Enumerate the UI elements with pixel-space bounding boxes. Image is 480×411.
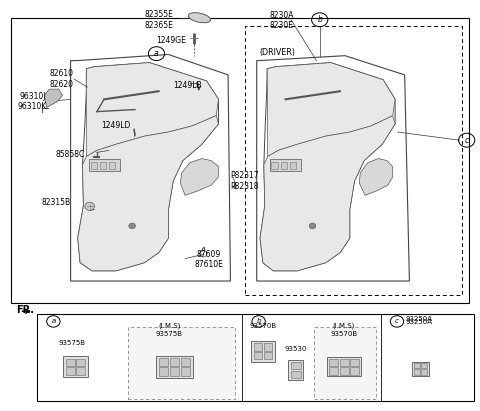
Text: 1249LD: 1249LD bbox=[101, 121, 131, 130]
Bar bbox=[264, 343, 272, 351]
Text: (I.M.S): (I.M.S) bbox=[333, 323, 355, 329]
Bar bbox=[350, 359, 359, 366]
Bar bbox=[339, 367, 348, 375]
Bar bbox=[281, 162, 287, 169]
Polygon shape bbox=[86, 62, 218, 157]
Bar bbox=[270, 159, 300, 171]
Bar bbox=[159, 358, 168, 366]
Bar bbox=[289, 162, 296, 169]
Bar bbox=[414, 369, 420, 374]
Text: 93570B: 93570B bbox=[249, 323, 276, 329]
Text: 82610
82620: 82610 82620 bbox=[49, 69, 73, 89]
Text: 96310J
96310K: 96310J 96310K bbox=[18, 92, 47, 111]
Bar bbox=[89, 159, 120, 171]
Bar bbox=[329, 359, 338, 366]
Bar bbox=[327, 357, 361, 376]
Bar bbox=[314, 327, 376, 399]
Bar bbox=[329, 367, 338, 375]
Text: 82315B: 82315B bbox=[42, 198, 71, 207]
Bar bbox=[272, 162, 278, 169]
Ellipse shape bbox=[188, 13, 211, 23]
Bar bbox=[66, 367, 75, 375]
Text: (DRIVER): (DRIVER) bbox=[259, 48, 295, 57]
Text: 93575B: 93575B bbox=[59, 340, 85, 346]
Bar bbox=[264, 352, 272, 359]
Polygon shape bbox=[44, 89, 62, 108]
Text: a: a bbox=[154, 49, 159, 58]
Text: 1249GE: 1249GE bbox=[156, 36, 186, 45]
Text: 93570B: 93570B bbox=[330, 331, 358, 337]
Circle shape bbox=[129, 223, 135, 229]
Bar bbox=[11, 18, 469, 303]
Text: c: c bbox=[465, 136, 469, 145]
Bar bbox=[63, 356, 87, 377]
Bar bbox=[291, 362, 300, 369]
Polygon shape bbox=[360, 159, 393, 195]
Bar bbox=[181, 358, 191, 366]
Text: FR.: FR. bbox=[16, 305, 34, 314]
Bar bbox=[66, 359, 75, 366]
Bar bbox=[156, 356, 193, 378]
Bar bbox=[109, 162, 116, 169]
Bar bbox=[128, 327, 235, 399]
Bar bbox=[181, 367, 191, 376]
Text: 1249LB: 1249LB bbox=[173, 81, 202, 90]
Polygon shape bbox=[180, 159, 218, 195]
Bar bbox=[37, 314, 474, 402]
Bar bbox=[350, 367, 359, 375]
Bar bbox=[414, 363, 420, 368]
Polygon shape bbox=[78, 115, 218, 271]
Bar bbox=[291, 371, 300, 378]
Text: 85858C: 85858C bbox=[56, 150, 85, 159]
Polygon shape bbox=[267, 62, 395, 157]
Bar bbox=[91, 162, 97, 169]
Text: b: b bbox=[317, 15, 322, 24]
Circle shape bbox=[309, 223, 316, 229]
Bar bbox=[170, 358, 180, 366]
Bar bbox=[76, 367, 84, 375]
Text: 87609
87610E: 87609 87610E bbox=[194, 250, 223, 269]
Text: P82317
P82318: P82317 P82318 bbox=[230, 171, 259, 191]
Polygon shape bbox=[260, 115, 395, 271]
Text: a: a bbox=[51, 319, 56, 324]
Text: 93250A: 93250A bbox=[406, 319, 432, 325]
Text: 93575B: 93575B bbox=[156, 331, 183, 337]
Bar bbox=[100, 162, 107, 169]
Bar bbox=[339, 359, 348, 366]
Text: 8230A
8230E: 8230A 8230E bbox=[269, 11, 294, 30]
Bar bbox=[253, 343, 262, 351]
Circle shape bbox=[85, 202, 95, 210]
Bar bbox=[412, 362, 429, 376]
Bar bbox=[245, 26, 462, 296]
Text: (I.M.S): (I.M.S) bbox=[158, 323, 180, 329]
Bar bbox=[421, 363, 427, 368]
Bar bbox=[251, 341, 275, 362]
Text: 82355E
82365E: 82355E 82365E bbox=[144, 10, 173, 30]
Bar bbox=[76, 359, 84, 366]
Text: b: b bbox=[256, 319, 261, 324]
Bar bbox=[421, 369, 427, 374]
Text: c: c bbox=[395, 319, 399, 324]
Bar bbox=[170, 367, 180, 376]
Bar bbox=[288, 360, 303, 381]
Text: 93250A: 93250A bbox=[406, 316, 432, 321]
Bar bbox=[159, 367, 168, 376]
Text: 93530: 93530 bbox=[285, 346, 307, 352]
Bar bbox=[253, 352, 262, 359]
